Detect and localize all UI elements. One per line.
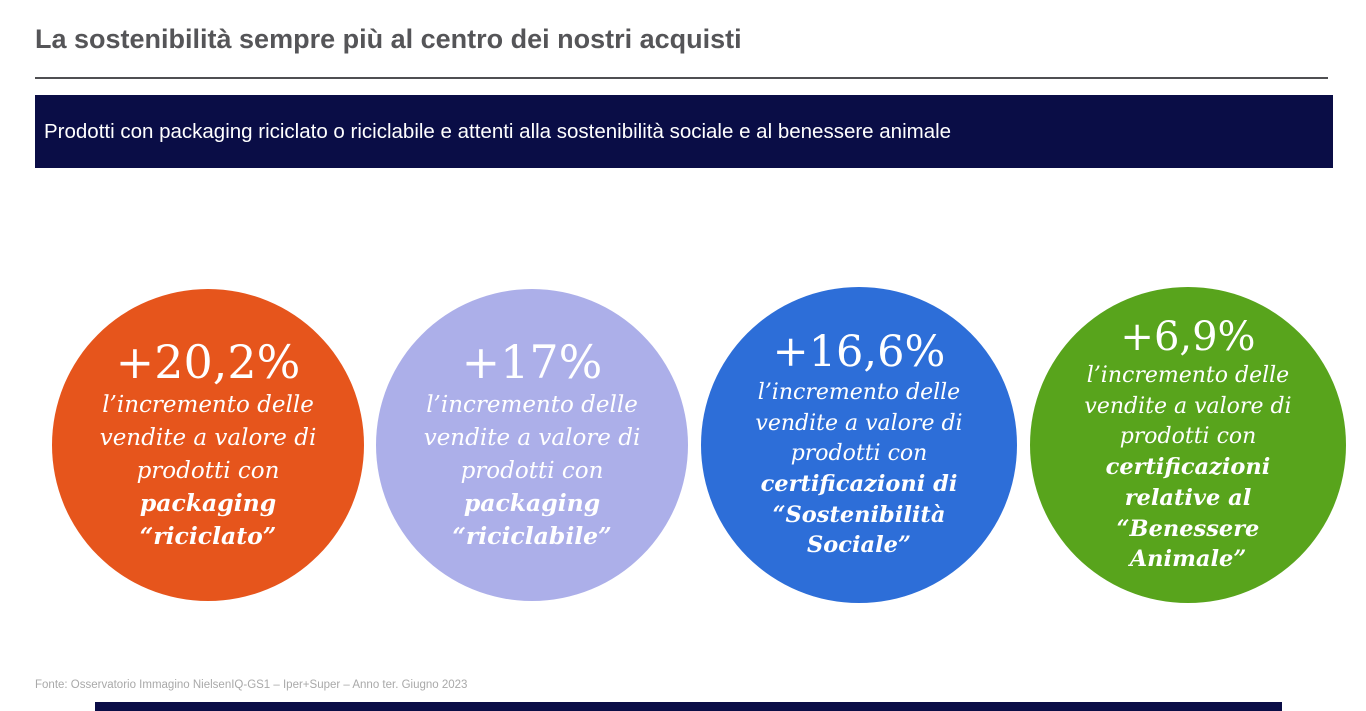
kpi-highlight: certificazioni di “Sostenibilità Sociale… — [760, 471, 958, 559]
kpi-value: +20,2% — [115, 334, 301, 389]
kpi-circle-packaging-riciclato: +20,2% l’incremento delle vendite a valo… — [52, 289, 364, 601]
kpi-body: l’incremento delle vendite a valore di p… — [423, 392, 641, 484]
banner-text: Prodotti con packaging riciclato o ricic… — [44, 119, 952, 143]
kpi-value: +16,6% — [772, 326, 946, 377]
kpi-value: +17% — [461, 334, 603, 389]
bottom-accent-bar — [95, 702, 1282, 711]
kpi-value: +6,9% — [1120, 314, 1256, 361]
kpi-body: l’incremento delle vendite a valore di p… — [755, 380, 963, 466]
kpi-highlight: certificazioni relative al “Benessere An… — [1105, 454, 1271, 573]
kpi-circle-sostenibilita-sociale: +16,6% l’incremento delle vendite a valo… — [701, 287, 1017, 603]
kpi-circle-packaging-riciclabile: +17% l’incremento delle vendite a valore… — [376, 289, 688, 601]
kpi-body: l’incremento delle vendite a valore di p… — [99, 392, 317, 484]
banner: Prodotti con packaging riciclato o ricic… — [35, 95, 1333, 168]
kpi-body: l’incremento delle vendite a valore di p… — [1084, 363, 1292, 449]
kpi-highlight: packaging “riciclato” — [139, 489, 277, 551]
page-title: La sostenibilità sempre più al centro de… — [35, 24, 742, 54]
kpi-circle-benessere-animale: +6,9% l’incremento delle vendite a valor… — [1030, 287, 1346, 603]
footer-source: Fonte: Osservatorio Immagino NielsenIQ-G… — [35, 679, 468, 691]
title-divider — [35, 77, 1328, 79]
kpi-highlight: packaging “riciclabile” — [452, 489, 612, 551]
